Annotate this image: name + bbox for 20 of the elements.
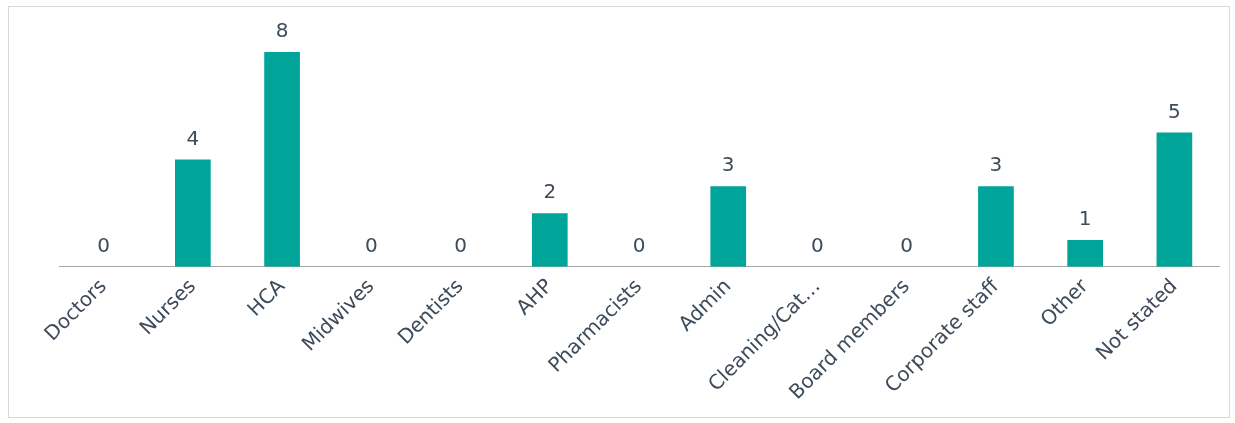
data-label: 5	[1168, 98, 1181, 123]
data-label: 3	[721, 152, 735, 177]
bar	[531, 213, 568, 267]
data-label: 1	[1078, 206, 1092, 231]
data-label: 0	[632, 233, 646, 258]
data-label: 0	[364, 233, 378, 258]
data-label: 4	[186, 125, 200, 150]
data-label: 3	[989, 152, 1003, 177]
data-label: 8	[275, 18, 289, 43]
bar	[1156, 132, 1193, 267]
data-label: 0	[454, 233, 467, 258]
data-label: 2	[543, 179, 557, 204]
bar	[1067, 240, 1103, 267]
bar	[175, 159, 211, 267]
bar	[264, 52, 300, 267]
bar	[710, 186, 747, 267]
data-label: 0	[811, 233, 824, 258]
bar	[978, 186, 1014, 267]
data-label: 0	[97, 233, 110, 258]
data-label: 0	[900, 233, 914, 258]
